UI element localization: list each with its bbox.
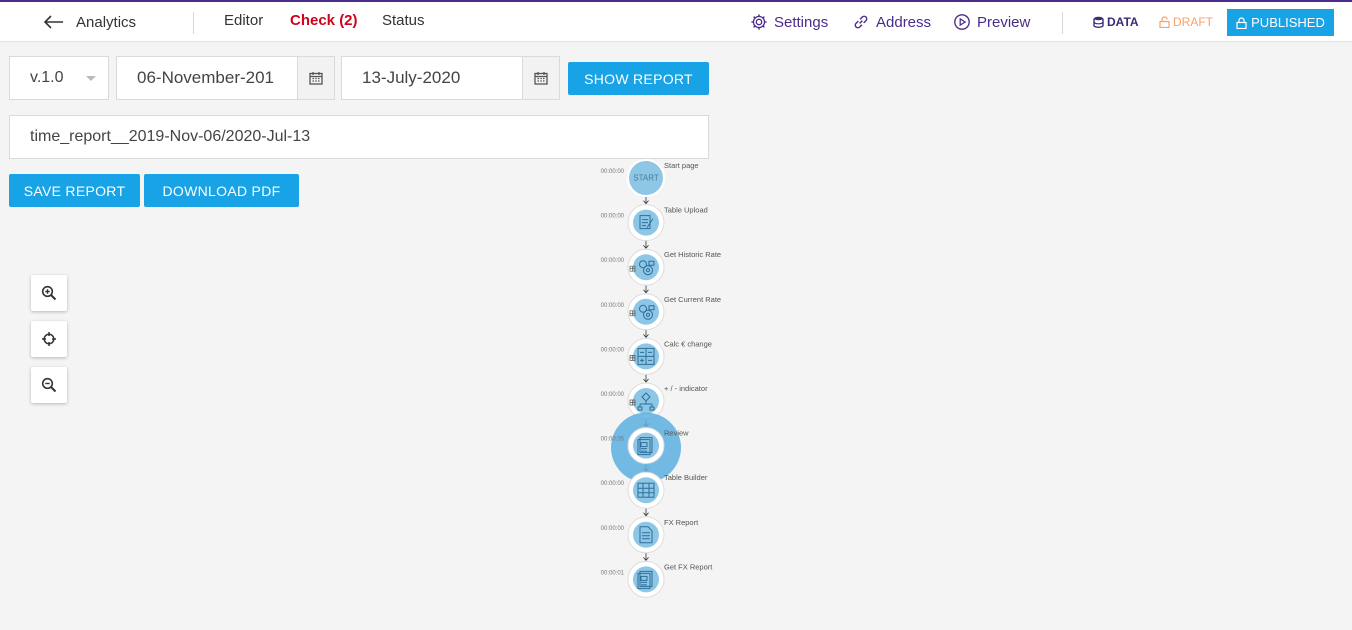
flow-node[interactable] xyxy=(627,337,665,375)
download-pdf-button[interactable]: DOWNLOAD PDF xyxy=(144,174,299,207)
node-time: 00:00:00 xyxy=(601,347,625,353)
flow-node[interactable] xyxy=(627,382,665,420)
node-label: Review xyxy=(664,429,689,438)
tab-editor[interactable]: Editor xyxy=(224,12,264,29)
play-circle-icon xyxy=(954,14,970,30)
back-label: Analytics xyxy=(76,13,137,31)
node-time: 00:00:35 xyxy=(601,437,625,443)
flow-connector-arrow xyxy=(643,419,649,428)
flow-node[interactable]: START xyxy=(627,159,665,197)
settings-button[interactable]: Settings xyxy=(750,11,828,33)
flow-node[interactable] xyxy=(627,560,665,598)
document-image-icon xyxy=(637,437,653,456)
calendar-icon xyxy=(309,72,323,85)
flow-connector-arrow xyxy=(643,508,649,517)
flow-node[interactable] xyxy=(627,471,665,509)
end-date-value: 13-July-2020 xyxy=(362,68,461,87)
node-label: Get Historic Rate xyxy=(664,250,721,259)
flow-connector-arrow xyxy=(643,374,649,383)
flow-connector-arrow xyxy=(643,463,649,472)
report-name-value: time_report__2019-Nov-06/2020-Jul-13 xyxy=(30,128,311,145)
crosshair-icon xyxy=(42,332,56,346)
address-button[interactable]: Address xyxy=(852,11,931,33)
flow-connector-arrow xyxy=(643,552,649,562)
flow-connector-arrow xyxy=(643,196,649,205)
center-view-button[interactable] xyxy=(31,321,67,357)
node-label: Table Upload xyxy=(664,206,708,215)
node-label: + / - indicator xyxy=(664,384,708,393)
node-time: 00:00:00 xyxy=(601,258,625,264)
flow-node[interactable] xyxy=(627,293,665,331)
start-date-calendar-button[interactable] xyxy=(297,56,335,100)
document-image-icon xyxy=(637,570,653,589)
back-link[interactable]: Analytics xyxy=(44,11,136,33)
caret-down-icon xyxy=(86,76,96,81)
unlock-icon xyxy=(1159,16,1170,28)
show-report-button[interactable]: SHOW REPORT xyxy=(568,62,709,95)
node-time: 00:00:00 xyxy=(601,392,625,398)
node-time: 00:00:01 xyxy=(601,570,625,576)
draft-label: DRAFT xyxy=(1173,15,1213,29)
data-label: DATA xyxy=(1107,15,1139,29)
report-name-input[interactable]: time_report__2019-Nov-06/2020-Jul-13 xyxy=(9,115,709,159)
flow-node[interactable] xyxy=(627,427,665,465)
decision-tree-icon xyxy=(629,392,655,411)
zoom-out-icon xyxy=(41,377,57,393)
preview-button[interactable]: Preview xyxy=(953,11,1030,33)
node-label: Calc € change xyxy=(664,339,712,348)
api-gear-icon xyxy=(629,304,655,320)
flow-node[interactable] xyxy=(627,248,665,286)
zoom-in-icon xyxy=(41,285,57,301)
zoom-out-button[interactable] xyxy=(31,367,67,403)
document-text-icon xyxy=(639,526,653,544)
tab-check[interactable]: Check (2) xyxy=(290,12,358,29)
flow-node[interactable] xyxy=(627,204,665,242)
flow-node[interactable] xyxy=(627,516,665,554)
node-time: 00:00:00 xyxy=(601,214,625,220)
divider xyxy=(193,12,194,34)
published-label: PUBLISHED xyxy=(1251,15,1325,30)
table-grid-icon xyxy=(637,482,655,498)
calculator-grid-icon xyxy=(629,347,655,365)
node-label: Get Current Rate xyxy=(664,295,721,304)
divider xyxy=(1062,12,1063,34)
version-value: v.1.0 xyxy=(30,69,64,86)
start-date-value: 06-November-201 xyxy=(137,68,275,87)
node-label: Get FX Report xyxy=(664,562,713,571)
flow-connector-arrow xyxy=(643,240,649,249)
lock-icon xyxy=(1236,16,1247,29)
node-time: 00:00:00 xyxy=(601,303,625,309)
end-date-input[interactable]: 13-July-2020 xyxy=(341,56,524,100)
arrow-left-icon xyxy=(44,15,63,29)
node-time: 00:00:00 xyxy=(601,169,625,175)
flow-connector-arrow xyxy=(643,329,649,339)
node-time: 00:00:00 xyxy=(601,481,625,487)
version-select[interactable]: v.1.0 xyxy=(9,56,109,100)
calendar-icon xyxy=(534,72,548,85)
zoom-in-button[interactable] xyxy=(31,275,67,311)
published-button[interactable]: PUBLISHED xyxy=(1227,9,1334,36)
data-button[interactable]: DATA xyxy=(1093,13,1139,31)
link-icon xyxy=(854,15,868,29)
draft-button[interactable]: DRAFT xyxy=(1159,13,1213,31)
start-date-input[interactable]: 06-November-201 xyxy=(116,56,299,100)
end-date-calendar-button[interactable] xyxy=(522,56,560,100)
preview-label: Preview xyxy=(977,13,1031,31)
node-label: Table Builder xyxy=(664,473,708,482)
address-label: Address xyxy=(876,13,932,31)
database-icon xyxy=(1093,16,1104,28)
gear-icon xyxy=(751,14,767,30)
node-label: Start page xyxy=(664,161,699,170)
api-gear-icon xyxy=(629,260,655,276)
flow-connector-arrow xyxy=(643,285,649,294)
save-report-button[interactable]: SAVE REPORT xyxy=(9,174,140,207)
tab-status[interactable]: Status xyxy=(382,12,425,29)
node-time: 00:00:00 xyxy=(601,526,625,532)
settings-label: Settings xyxy=(774,13,829,31)
top-bar: Analytics Editor Check (2) Status Settin… xyxy=(0,0,1352,42)
node-label: FX Report xyxy=(664,518,699,527)
start-node-label: START xyxy=(633,174,659,183)
document-edit-icon xyxy=(639,215,654,230)
